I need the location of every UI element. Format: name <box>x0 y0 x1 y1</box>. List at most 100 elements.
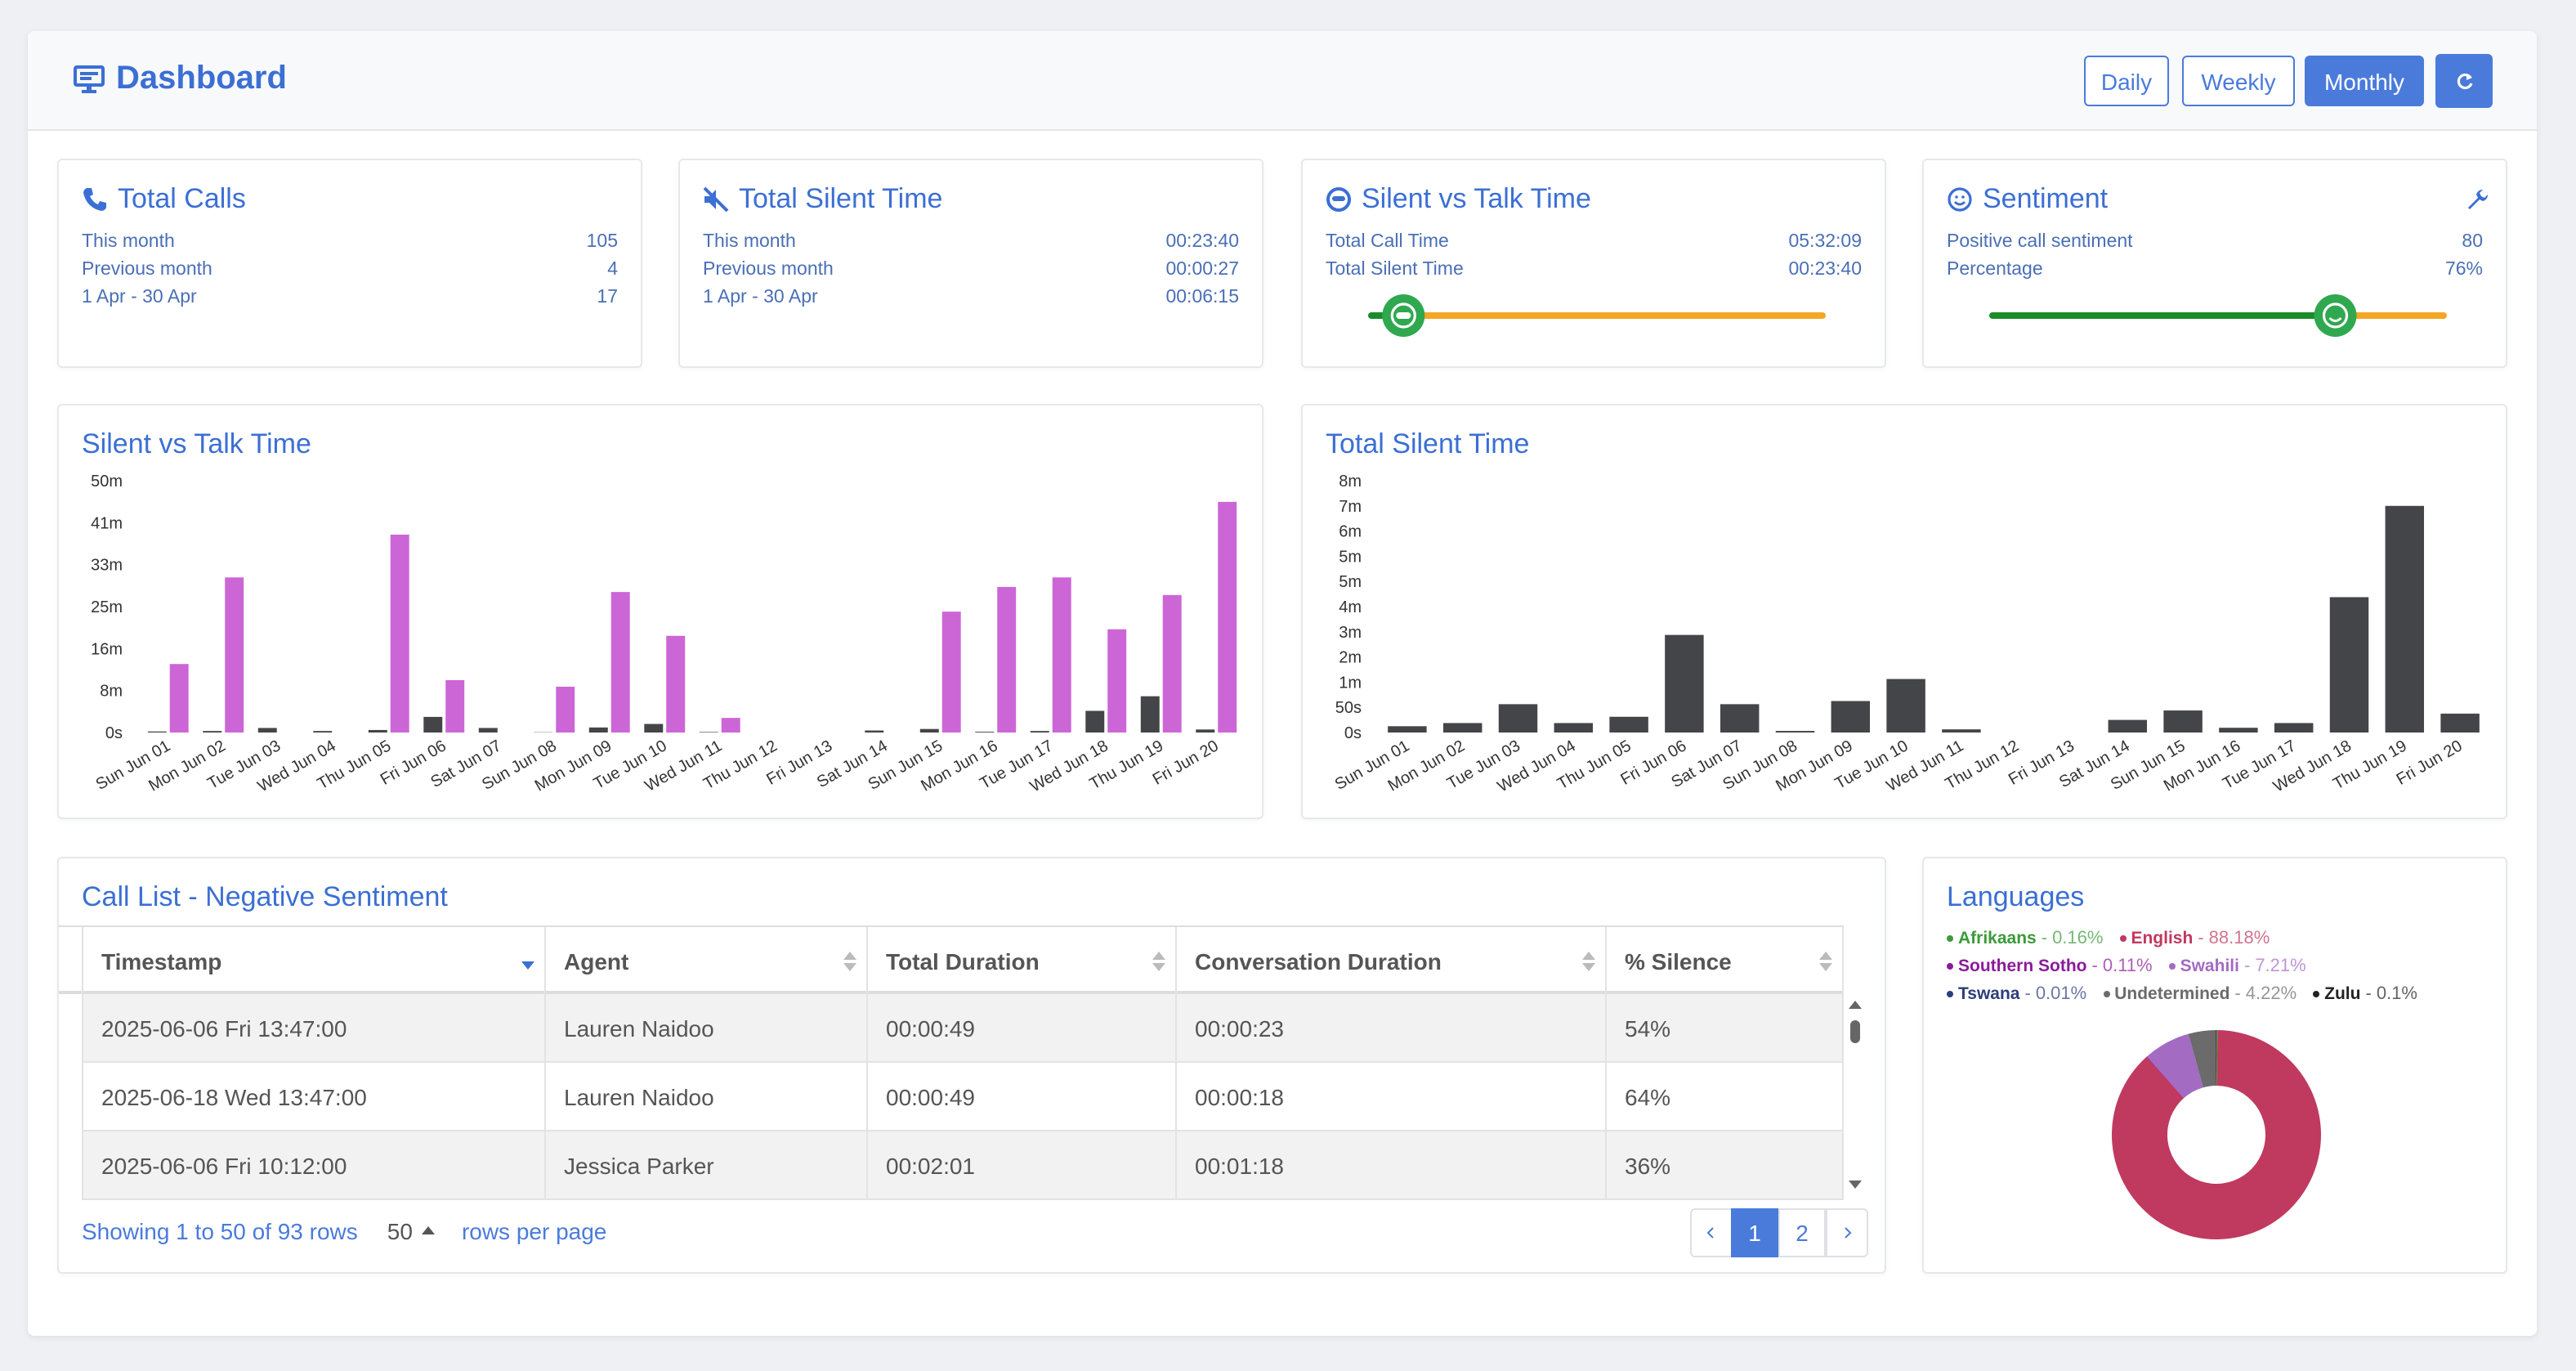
prev-icon <box>1706 1227 1714 1239</box>
legend-name: English <box>2131 929 2194 948</box>
y-tick-label: 33m <box>91 557 123 575</box>
pie-slice <box>2147 1033 2203 1099</box>
stat-value: 05:32:09 <box>1788 232 1862 252</box>
bar <box>1554 723 1594 733</box>
stat-card: Total Silent Time This month 00:23:40 Previ… <box>678 159 1263 368</box>
wrench-icon[interactable] <box>2465 188 2488 211</box>
column-header[interactable]: Conversation Duration <box>1177 927 1607 996</box>
bar <box>1831 701 1871 733</box>
sort-up <box>1152 952 1165 960</box>
bar <box>610 592 630 733</box>
column-label: Total Duration <box>886 948 1040 974</box>
refresh-icon <box>2456 72 2472 89</box>
stat-value: 00:23:40 <box>1165 232 1239 252</box>
column-header[interactable]: Total Duration <box>868 927 1177 996</box>
knob-face <box>2322 302 2349 329</box>
page-button[interactable]: 1 <box>1731 1208 1778 1257</box>
page-title: Dashboard <box>116 60 287 96</box>
page-button[interactable]: 2 <box>1778 1208 1826 1257</box>
daily-button[interactable]: Daily <box>2084 56 2169 106</box>
bar <box>975 732 995 733</box>
y-tick-label: 6m <box>1339 523 1362 541</box>
y-tick-label: 41m <box>91 514 123 532</box>
legend-item[interactable]: Zulu0.1% <box>2313 984 2417 1004</box>
scroll-thumb <box>1850 1020 1860 1043</box>
legend-item[interactable]: Afrikaans 0.16% <box>1947 929 2103 948</box>
face-icon <box>1332 196 1345 201</box>
legend-item[interactable]: English88.18% <box>2119 929 2270 948</box>
stat-value: 105 <box>586 232 618 252</box>
pie-slice <box>2188 1030 2216 1088</box>
table-cell: 00:00:49 <box>868 1063 1177 1131</box>
column-header[interactable]: Agent <box>546 927 868 996</box>
stat-card: Silent vs Talk Time Total Call Time 05:32:… <box>1301 159 1886 368</box>
y-tick-label: 4m <box>1339 598 1362 616</box>
stat-value: 76% <box>2444 260 2483 280</box>
bar <box>1140 696 1160 733</box>
bar <box>423 716 443 733</box>
weekly-button[interactable]: Weekly <box>2182 56 2295 106</box>
stat-value: 00:06:15 <box>1165 288 1239 307</box>
column-label: Agent <box>564 948 629 974</box>
bar <box>147 731 167 733</box>
sort-up <box>843 952 856 960</box>
card-title-text: Sentiment <box>1983 183 2109 214</box>
bar <box>1442 723 1483 733</box>
sort-icon <box>1819 952 1832 971</box>
card-title: Silent vs Talk Time <box>1326 183 1591 216</box>
column-label: % Silence <box>1625 948 1732 974</box>
monthly-button[interactable]: Monthly <box>2305 56 2424 106</box>
pie-slice <box>2146 1056 2185 1099</box>
card-title: Total Calls <box>82 183 246 216</box>
legend-item[interactable]: Undetermined4.22% <box>2103 984 2296 1004</box>
stat-row: Total Silent Time 00:23:40 <box>1326 260 1862 280</box>
legend-item[interactable]: Swahili 7.21% <box>2168 957 2306 976</box>
stat-value: 00:00:27 <box>1165 260 1239 280</box>
table-row <box>82 994 1844 1063</box>
gauge <box>1368 294 1826 337</box>
chart-card: Silent vs Talk Time 0s 8m 16m 25m 33m 41m 50m S… <box>57 404 1263 819</box>
scroll-down <box>1849 1181 1862 1189</box>
gauge <box>1989 294 2447 337</box>
bar <box>390 534 409 733</box>
legend-name: Zulu <box>2324 984 2361 1004</box>
smile-icon <box>1961 195 1965 199</box>
prev-page[interactable] <box>1690 1208 1733 1257</box>
column-label: Conversation Duration <box>1195 948 1442 974</box>
stat-card: Total Calls This month 105 Previous month 4 1… <box>57 159 642 368</box>
legend-dot <box>2103 991 2110 997</box>
chart-title: Languages <box>1947 881 2085 912</box>
stat-row: Total Call Time 05:32:09 <box>1326 232 1862 252</box>
bar <box>556 686 575 733</box>
page-size[interactable]: 50 <box>387 1218 436 1244</box>
stat-label: 1 Apr - 30 Apr <box>82 288 197 307</box>
card-title: Total Silent Time <box>703 183 942 216</box>
smile-icon <box>1955 195 1958 199</box>
icon-part <box>74 65 105 87</box>
sort-down <box>843 963 856 971</box>
legend-value: 0.11% <box>2092 957 2153 976</box>
caret-up <box>422 1226 436 1234</box>
stat-value: 00:23:40 <box>1788 260 1862 280</box>
y-tick-label: 5m <box>1339 573 1362 591</box>
y-tick-label: 0s <box>105 724 123 742</box>
legend-item[interactable]: Tswana0.01% <box>1947 984 2086 1004</box>
next-page[interactable] <box>1826 1208 1868 1257</box>
column-header[interactable]: % Silence <box>1607 927 1844 996</box>
legend-item[interactable]: Southern Sotho 0.11% <box>1947 957 2153 976</box>
table-cell: 36% <box>1607 1131 1844 1200</box>
bar <box>2329 597 2369 733</box>
bar <box>169 664 189 733</box>
card-title-text: Total Silent Time <box>739 183 943 214</box>
refresh-button[interactable] <box>2435 54 2493 108</box>
bar <box>1665 634 1704 733</box>
pie-slice <box>2216 1030 2218 1086</box>
stat-row: Positive call sentiment 80 <box>1947 232 2483 252</box>
bar <box>721 718 740 733</box>
card-icon <box>1326 187 1351 212</box>
column-header[interactable]: Timestamp <box>82 927 546 996</box>
stat-label: Total Call Time <box>1326 232 1449 252</box>
bar <box>1886 679 1925 733</box>
table-cell: 64% <box>1607 1063 1844 1131</box>
